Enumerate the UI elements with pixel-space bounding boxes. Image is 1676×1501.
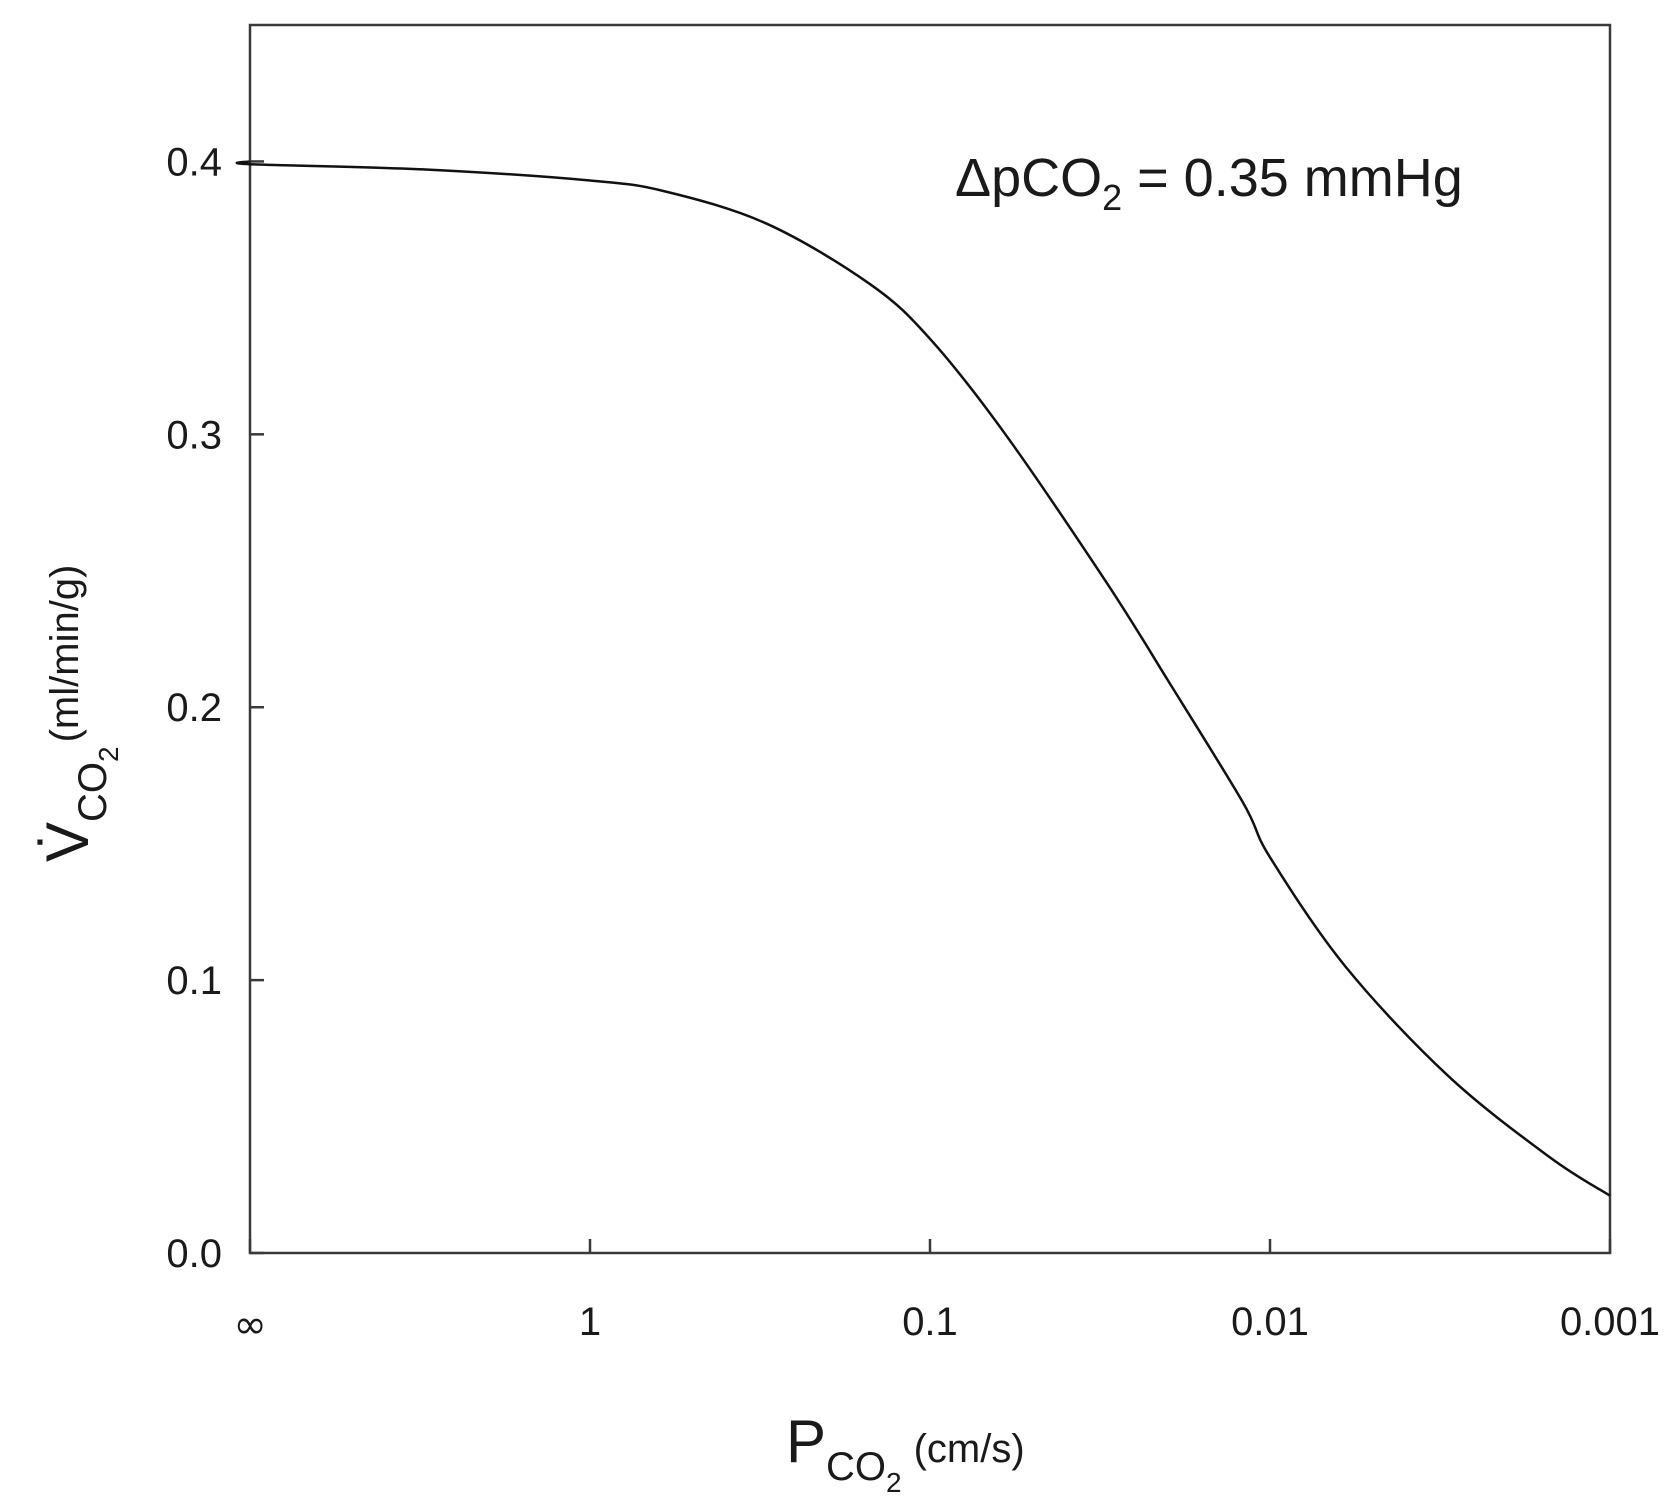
x-axis-label: PCO2(cm/s) — [786, 1408, 1025, 1498]
y-tick-label: 0.0 — [166, 1232, 222, 1276]
plot-frame — [248, 23, 1612, 1255]
x-tick-label: 0.1 — [902, 1300, 958, 1344]
x-axis-ticks: ∞ 1 0.1 0.01 0.001 — [233, 1239, 1660, 1348]
x-tick-label: 0.001 — [1560, 1300, 1660, 1344]
y-axis-ticks: 0.0 0.1 0.2 0.3 0.4 — [166, 140, 264, 1276]
annotation: ΔpCO2 = 0.35 mmHg — [955, 148, 1463, 218]
series-line — [235, 160, 1611, 1197]
x-tick-label: 1 — [579, 1300, 601, 1344]
y-tick-label: 0.2 — [166, 686, 222, 730]
y-axis-label: V̇CO2(ml/min/g) — [34, 565, 124, 862]
x-tick-label: 0.01 — [1231, 1300, 1309, 1344]
y-tick-label: 0.3 — [166, 413, 222, 457]
y-tick-label: 0.4 — [166, 140, 222, 184]
x-tick-label: ∞ — [233, 1302, 266, 1348]
y-tick-label: 0.1 — [166, 959, 222, 1003]
